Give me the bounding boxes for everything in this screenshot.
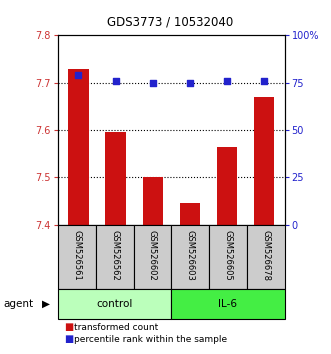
- Text: GDS3773 / 10532040: GDS3773 / 10532040: [107, 16, 234, 29]
- Point: [150, 80, 155, 86]
- Text: ■: ■: [65, 322, 74, 332]
- Text: GSM526603: GSM526603: [186, 230, 195, 281]
- Bar: [133, 225, 171, 289]
- Bar: [143, 177, 163, 225]
- Text: ■: ■: [65, 334, 74, 344]
- Bar: [96, 225, 133, 289]
- Point: [261, 78, 267, 84]
- Point: [113, 78, 118, 84]
- Bar: [247, 225, 285, 289]
- Text: GSM526561: GSM526561: [72, 230, 81, 281]
- Bar: [171, 289, 285, 319]
- Text: agent: agent: [3, 299, 33, 309]
- Point: [187, 80, 193, 86]
- Text: GSM526602: GSM526602: [148, 230, 157, 281]
- Text: GSM526562: GSM526562: [110, 230, 119, 281]
- Bar: [217, 147, 237, 225]
- Bar: [180, 204, 200, 225]
- Bar: [105, 132, 126, 225]
- Bar: [68, 69, 89, 225]
- Point: [76, 72, 81, 78]
- Text: ▶: ▶: [42, 299, 50, 309]
- Bar: [254, 97, 274, 225]
- Text: percentile rank within the sample: percentile rank within the sample: [74, 335, 228, 344]
- Bar: [58, 289, 171, 319]
- Text: GSM526605: GSM526605: [223, 230, 232, 281]
- Bar: [171, 225, 209, 289]
- Point: [224, 78, 230, 84]
- Bar: [58, 225, 96, 289]
- Bar: [209, 225, 247, 289]
- Text: GSM526678: GSM526678: [261, 230, 270, 281]
- Text: transformed count: transformed count: [74, 323, 159, 332]
- Text: IL-6: IL-6: [218, 298, 237, 309]
- Text: control: control: [96, 298, 133, 309]
